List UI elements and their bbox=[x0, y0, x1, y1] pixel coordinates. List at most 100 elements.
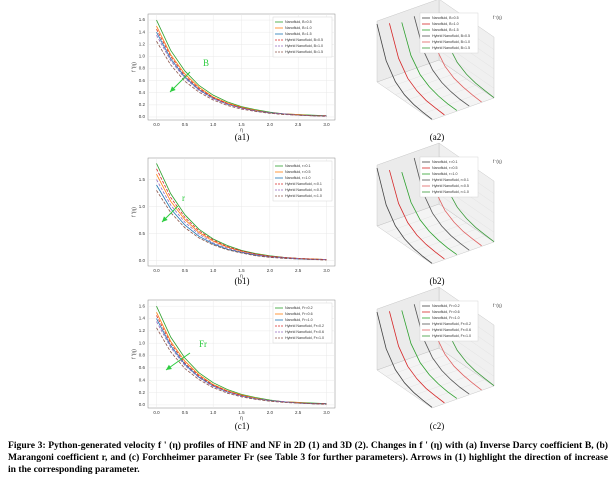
x-axis-label: η bbox=[240, 273, 243, 279]
y-tick-label: 1.6 bbox=[139, 17, 146, 22]
arrow-head bbox=[162, 216, 168, 222]
y-axis-label: f '(η) bbox=[131, 207, 137, 217]
y-tick-label: 0.5 bbox=[139, 231, 146, 236]
y-tick-label: 1.6 bbox=[139, 303, 146, 308]
y-axis-label: f '(η) bbox=[131, 62, 137, 72]
series-line-3d bbox=[376, 23, 433, 120]
z-axis-label: f '(η) bbox=[493, 303, 502, 308]
legend-label: Nanofluid, Fr=1.0 bbox=[432, 316, 460, 320]
legend-label: Hybrid Nanofluid, Fr=1.0 bbox=[285, 336, 324, 340]
grid-3d bbox=[438, 338, 495, 377]
y-tick-label: 0.6 bbox=[139, 78, 146, 83]
legend-label: Nanofluid, r=0.5 bbox=[432, 166, 457, 170]
figure-caption: Figure 3: Python-generated velocity f ' … bbox=[8, 440, 608, 475]
z-axis-label: f '(η) bbox=[493, 15, 502, 20]
series-line-3d bbox=[389, 23, 445, 116]
x-tick-label: 3.0 bbox=[323, 268, 330, 273]
x-tick-label: 1.5 bbox=[238, 268, 245, 273]
x-tick-label: 0.0 bbox=[153, 268, 160, 273]
x-tick-label: 2.0 bbox=[267, 410, 274, 415]
x-tick-label: 1.0 bbox=[210, 268, 217, 273]
grid-3d bbox=[438, 194, 495, 233]
series-line-3d bbox=[401, 310, 458, 399]
legend-box bbox=[419, 156, 479, 198]
legend-label: Nanofluid, r=1.0 bbox=[285, 176, 310, 180]
series-line bbox=[156, 35, 327, 117]
legend-label: Nanofluid, B=1.0 bbox=[432, 22, 459, 26]
panel-label: (a2) bbox=[430, 132, 445, 142]
series-line bbox=[156, 327, 327, 405]
y-tick-label: 0.4 bbox=[139, 90, 146, 95]
series-line bbox=[156, 41, 327, 117]
figure: 0.0 0.5 1.0 1.5 2.0 2.5 3.0 0.0 0.2 0.4 0.6 0.8 1.0 1… bbox=[131, 0, 502, 431]
legend-label: Nanofluid, B=1.0 bbox=[285, 26, 312, 30]
x-tick-label: 0.5 bbox=[182, 268, 189, 273]
z-axis-label: f '(η) bbox=[493, 159, 502, 164]
y-tick-label: 1.2 bbox=[139, 328, 146, 333]
y-axis-label: f '(η) bbox=[131, 349, 137, 359]
x-tick-label: 3.0 bbox=[323, 122, 330, 127]
annotation: B bbox=[203, 58, 209, 68]
legend-label: Hybrid Nanofluid, B=0.5 bbox=[432, 34, 470, 38]
grid-3d bbox=[395, 360, 458, 383]
x-tick-label: 0.0 bbox=[153, 122, 160, 127]
x-tick-label: 1.5 bbox=[238, 122, 245, 127]
grid-3d bbox=[404, 222, 467, 246]
legend-label: Nanofluid, B=0.5 bbox=[285, 20, 312, 24]
legend-label: Nanofluid, B=0.5 bbox=[432, 16, 459, 20]
y-tick-label: 1.4 bbox=[139, 316, 146, 321]
grid-3d bbox=[422, 91, 485, 114]
y-tick-label: 0.2 bbox=[139, 102, 146, 107]
x-axis-label: η bbox=[240, 415, 243, 421]
y-tick-label: 1.5 bbox=[139, 177, 146, 182]
grid-3d bbox=[386, 66, 449, 89]
y-tick-label: 0.6 bbox=[139, 365, 146, 370]
series-line bbox=[156, 321, 327, 405]
legend-label: Hybrid Nanofluid, Fr=0.6 bbox=[285, 330, 324, 334]
y-tick-label: 0.0 bbox=[139, 402, 146, 407]
x-tick-label: 2.5 bbox=[295, 410, 302, 415]
series-line bbox=[156, 179, 327, 260]
series-line bbox=[156, 315, 327, 405]
legend-label: Nanofluid, r=1.0 bbox=[432, 172, 457, 176]
annotation: Fr bbox=[199, 339, 207, 349]
legend-label: Hybrid Nanofluid, r=0.1 bbox=[432, 178, 469, 182]
legend-label: Hybrid Nanofluid, r=1.0 bbox=[432, 190, 469, 194]
legend-label: Hybrid Nanofluid, Fr=0.2 bbox=[432, 322, 471, 326]
panel-label: (c1) bbox=[235, 421, 250, 431]
y-tick-label: 0.0 bbox=[139, 114, 146, 119]
grid-3d bbox=[404, 366, 467, 390]
legend-label: Hybrid Nanofluid, Fr=0.6 bbox=[432, 328, 471, 332]
legend-label: Hybrid Nanofluid, B=1.0 bbox=[432, 40, 470, 44]
panel-label: (b1) bbox=[235, 276, 250, 286]
grid-3d bbox=[395, 72, 458, 95]
legend-label: Hybrid Nanofluid, B=0.5 bbox=[285, 38, 323, 42]
legend-box bbox=[272, 160, 333, 202]
series-line-3d bbox=[401, 22, 458, 111]
x-tick-label: 0.0 bbox=[153, 410, 160, 415]
y-tick-label: 0.2 bbox=[139, 390, 146, 395]
legend-label: Nanofluid, r=0.5 bbox=[285, 170, 310, 174]
x-tick-label: 1.0 bbox=[210, 410, 217, 415]
series-line bbox=[156, 190, 327, 261]
legend-box bbox=[419, 300, 479, 342]
y-tick-label: 1.0 bbox=[139, 204, 146, 209]
y-tick-label: 0.8 bbox=[139, 353, 146, 358]
series-line bbox=[156, 25, 327, 117]
legend-label: Hybrid Nanofluid, B=1.5 bbox=[432, 46, 470, 50]
annotation: r bbox=[182, 193, 185, 203]
grid-3d bbox=[438, 50, 495, 89]
legend-label: Hybrid Nanofluid, r=0.1 bbox=[285, 182, 322, 186]
y-tick-label: 1.2 bbox=[139, 41, 146, 46]
grid-3d bbox=[422, 235, 485, 258]
y-tick-label: 1.0 bbox=[139, 54, 146, 59]
legend-label: Nanofluid, r=0.1 bbox=[285, 164, 310, 168]
x-tick-label: 2.5 bbox=[295, 268, 302, 273]
x-tick-label: 3.0 bbox=[323, 410, 330, 415]
x-tick-label: 2.0 bbox=[267, 122, 274, 127]
x-tick-label: 0.5 bbox=[182, 122, 189, 127]
legend-label: Hybrid Nanofluid, r=0.5 bbox=[432, 184, 469, 188]
arrow-head bbox=[170, 86, 176, 92]
legend-label: Hybrid Nanofluid, B=1.5 bbox=[285, 50, 323, 54]
arrow-head bbox=[166, 364, 172, 370]
